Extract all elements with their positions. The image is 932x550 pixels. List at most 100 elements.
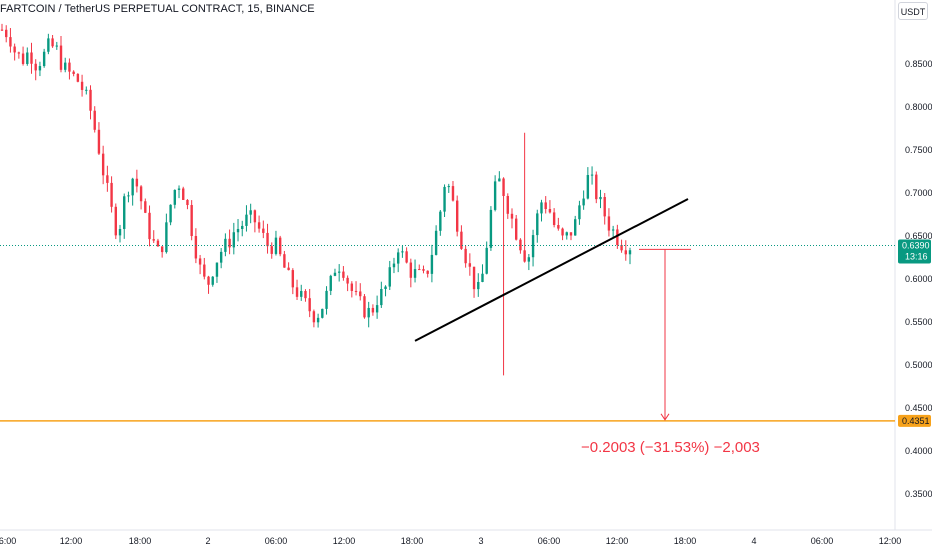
candle-body [603,196,606,217]
time-tick-label: 06:00 [538,536,561,546]
time-tick-label: 06:00 [811,536,834,546]
candle-body [611,229,615,231]
candle-body [232,232,236,248]
candle-body [278,237,282,255]
candle-body [17,52,21,54]
candle-body [628,250,632,255]
candle-body [388,267,391,287]
candle-body [531,235,535,258]
candle-body [135,178,139,187]
last-price-value: 0.6390 [902,240,930,250]
candle-body [89,89,92,111]
candle-body [42,51,46,67]
candle-body [97,129,101,154]
candle-body [148,212,151,240]
candle-body [434,230,438,255]
price-tick-label: 0.4500 [905,403,932,413]
candle-body [266,232,269,247]
candle-body [304,290,307,299]
candle-body [173,189,177,205]
candle-body [536,213,539,236]
time-axis: 06:00 12:00 18:00 2 06:00 12:00 18:00 3 06:00 12:… [0,536,901,546]
candle-body [578,205,581,220]
candle-body [624,250,627,255]
candle-body [30,52,33,64]
candle-body [367,307,370,318]
measure-arrow-head [660,413,670,421]
candle-body [325,290,328,309]
candle-body [5,29,8,38]
candle-body [228,238,231,248]
candle-body [582,198,585,206]
candle-body [557,225,560,229]
candle-body [329,275,332,291]
candle-body [321,308,324,318]
candle-body [574,219,577,236]
price-tick-label: 0.3500 [905,489,932,499]
candle-body [502,178,505,196]
candle-body [9,37,12,47]
candle-body [55,45,58,47]
price-tick-label: 0.4000 [905,446,932,456]
price-tick-label: 0.8500 [905,59,932,69]
time-tick-label: 12:00 [879,536,902,546]
candle-body [114,206,117,236]
time-tick-label: 06:00 [0,536,16,546]
candle-body [342,271,345,278]
measure-label: −0.2003 (−31.53%) −2,003 [581,439,760,456]
candle-body [477,281,480,290]
candle-body [455,200,459,232]
candle-body [493,181,497,210]
candle-body [316,317,320,323]
support-trendline [414,198,689,342]
candle-body [561,228,564,236]
candle-body [76,73,80,82]
price-tick-label: 0.6000 [905,274,932,284]
candle-body [160,246,164,253]
candle-body [169,204,172,223]
candle-body [249,210,252,215]
time-tick-label: 18:00 [401,536,424,546]
candle-body [13,46,16,53]
candle-body [544,202,547,210]
candle-body [262,228,265,233]
candle-body [241,225,244,230]
candle-body [371,307,375,313]
candle-body [540,202,543,214]
price-tick-label: 0.5000 [905,360,932,370]
candle-body [515,218,518,240]
candle-body [312,311,316,323]
candle-body [219,251,223,263]
candle-body [489,209,493,248]
candle-body [413,269,417,278]
time-tick-label: 2 [205,536,210,546]
candle-body [110,182,113,207]
time-tick-label: 4 [751,536,756,546]
candle-body [422,269,425,271]
candle-body [401,251,404,253]
candle-body [590,174,594,176]
candle-body [291,270,295,288]
candle-body [186,199,189,206]
candle-body [26,52,29,64]
price-tick-label: 0.7000 [905,188,932,198]
candle-body [127,195,130,197]
price-tick-label: 0.7500 [905,145,932,155]
candle-body [595,174,598,200]
time-tick-label: 18:00 [674,536,697,546]
candle-body [215,262,219,277]
candle-body [363,296,366,318]
candle-body [460,231,463,249]
candle-body [565,232,568,236]
candle-body [190,205,193,237]
candle-body [156,240,160,247]
currency-unit-badge[interactable]: USDT [898,2,928,20]
chart-title: FARTCOIN / TetherUS PERPETUAL CONTRACT, … [0,3,315,15]
candle-body [443,186,446,212]
candle-body [468,263,472,267]
candle-body [274,237,278,254]
candle-body [527,257,531,262]
candle-body [451,186,455,201]
